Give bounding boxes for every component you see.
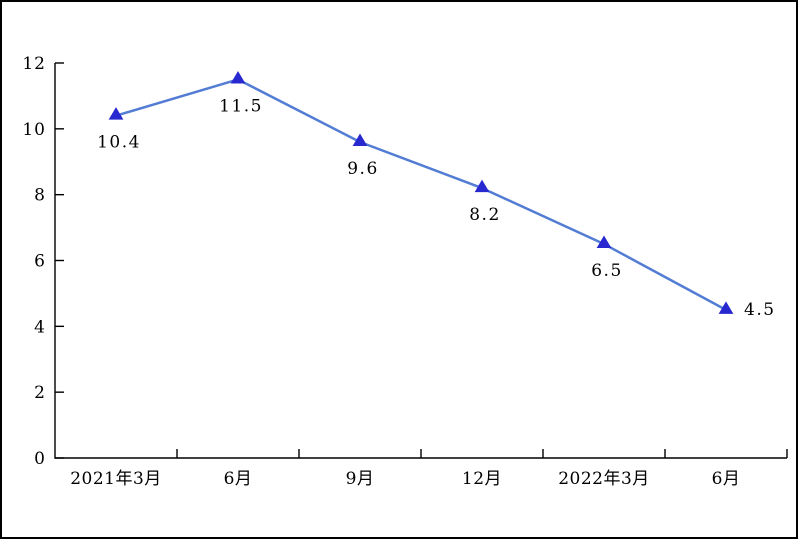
- y-tick-label: 0: [34, 449, 46, 469]
- x-category-label: 6月: [224, 469, 253, 489]
- data-point-marker: [596, 235, 612, 249]
- data-point-marker: [108, 107, 124, 120]
- y-tick-label: 12: [22, 54, 46, 74]
- data-point-label: 4.5: [744, 300, 776, 320]
- axis-lines: [54, 63, 787, 459]
- series-line: [114, 78, 728, 312]
- data-point-label: 10.4: [97, 133, 141, 153]
- x-category-label: 2021年3月: [70, 469, 162, 489]
- y-tick-label: 2: [34, 383, 46, 403]
- y-tick-label: 4: [34, 317, 46, 337]
- x-category-label: 9月: [346, 469, 375, 489]
- y-tick-label: 10: [22, 120, 46, 140]
- x-category-label: 12月: [462, 469, 502, 489]
- y-tick-label: 8: [34, 186, 46, 206]
- data-point-marker: [718, 301, 734, 314]
- y-tick-label: 6: [34, 252, 46, 272]
- data-point-label: 9.6: [347, 159, 379, 179]
- x-category-label: 6月: [712, 469, 741, 489]
- data-point-label: 6.5: [591, 261, 623, 281]
- data-point-label: 8.2: [469, 205, 501, 225]
- data-point-marker: [474, 179, 490, 193]
- data-point-label: 11.5: [219, 96, 263, 116]
- x-category-label: 2022年3月: [558, 469, 650, 489]
- data-point-marker: [352, 133, 368, 146]
- data-point-marker: [230, 70, 246, 84]
